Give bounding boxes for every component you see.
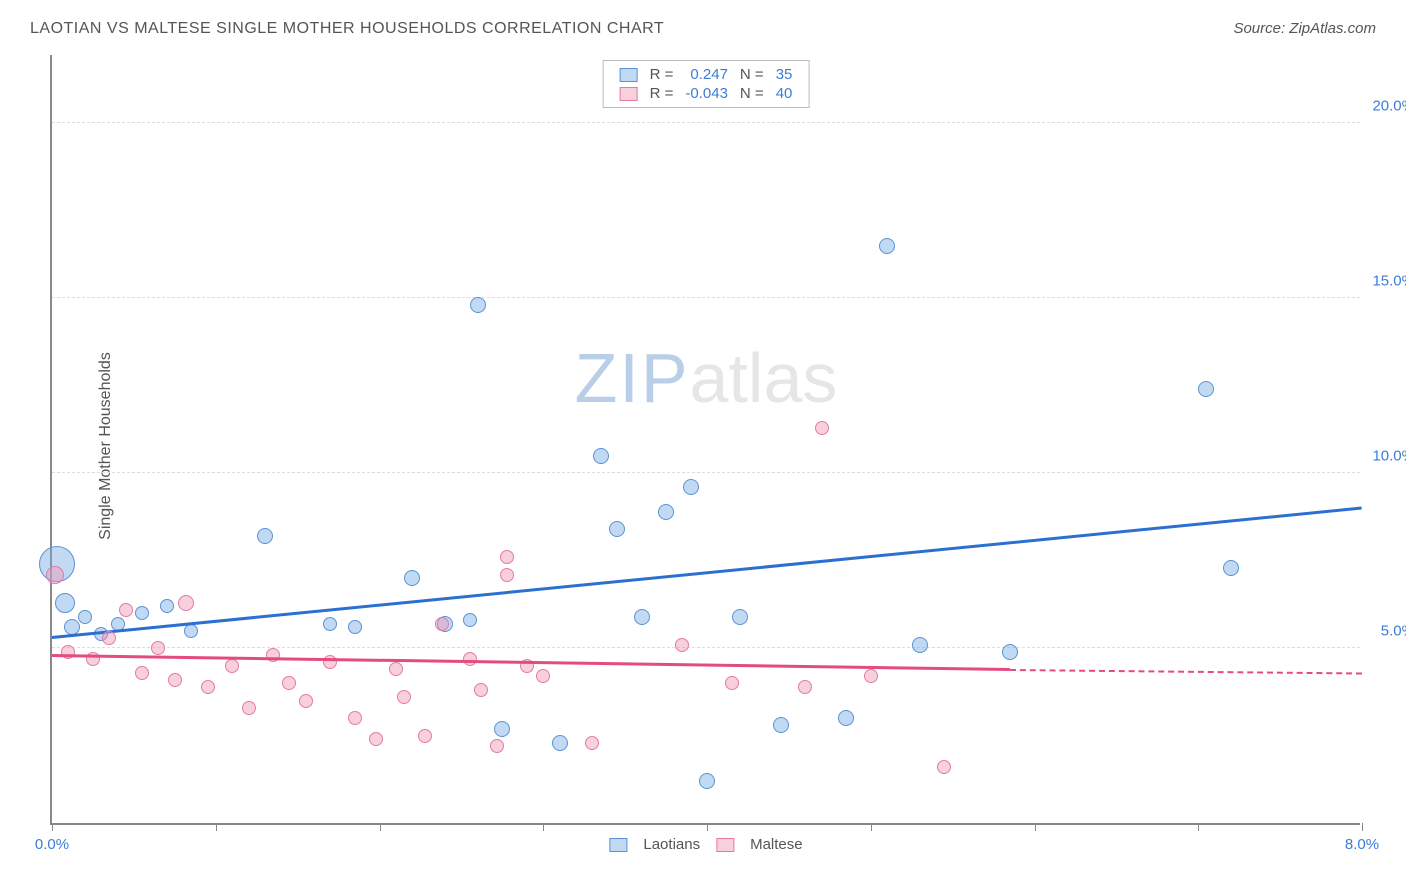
data-point	[1002, 644, 1018, 660]
data-point	[470, 297, 486, 313]
legend-row: R =-0.043N =40	[614, 84, 799, 103]
data-point	[864, 669, 878, 683]
data-point	[474, 683, 488, 697]
x-tick	[1362, 823, 1363, 831]
data-point	[658, 504, 674, 520]
x-tick	[52, 823, 53, 831]
data-point	[500, 568, 514, 582]
data-point	[815, 421, 829, 435]
gridline	[52, 297, 1360, 298]
x-tick	[380, 823, 381, 831]
x-tick	[871, 823, 872, 831]
legend-label: Maltese	[750, 836, 803, 853]
data-point	[55, 593, 75, 613]
data-point	[838, 710, 854, 726]
data-point	[585, 736, 599, 750]
x-tick	[216, 823, 217, 831]
source-attribution: Source: ZipAtlas.com	[1233, 20, 1376, 37]
correlation-legend: R =0.247N =35R =-0.043N =40	[603, 60, 810, 108]
data-point	[135, 606, 149, 620]
scatter-plot-area: ZIPatlas R =0.247N =35R =-0.043N =40 Lao…	[50, 55, 1360, 825]
data-point	[593, 448, 609, 464]
legend-row: R =0.247N =35	[614, 65, 799, 84]
data-point	[257, 528, 273, 544]
data-point	[536, 669, 550, 683]
data-point	[675, 638, 689, 652]
data-point	[773, 717, 789, 733]
data-point	[494, 721, 510, 737]
x-tick-label: 8.0%	[1345, 836, 1379, 853]
data-point	[912, 637, 928, 653]
legend-swatch	[609, 838, 627, 852]
gridline	[52, 472, 1360, 473]
y-tick-label: 10.0%	[1372, 448, 1406, 465]
data-point	[879, 238, 895, 254]
data-point	[798, 680, 812, 694]
trend-line	[52, 507, 1362, 639]
x-tick	[707, 823, 708, 831]
chart-title: LAOTIAN VS MALTESE SINGLE MOTHER HOUSEHO…	[30, 20, 664, 38]
data-point	[168, 673, 182, 687]
data-point	[463, 652, 477, 666]
data-point	[725, 676, 739, 690]
x-tick	[1035, 823, 1036, 831]
data-point	[435, 617, 449, 631]
data-point	[699, 773, 715, 789]
trend-line	[1010, 669, 1362, 674]
data-point	[282, 676, 296, 690]
y-tick-label: 20.0%	[1372, 98, 1406, 115]
data-point	[552, 735, 568, 751]
data-point	[119, 603, 133, 617]
data-point	[242, 701, 256, 715]
data-point	[418, 729, 432, 743]
x-tick	[543, 823, 544, 831]
data-point	[1198, 381, 1214, 397]
data-point	[201, 680, 215, 694]
data-point	[732, 609, 748, 625]
gridline	[52, 647, 1360, 648]
watermark: ZIPatlas	[575, 338, 838, 418]
data-point	[299, 694, 313, 708]
data-point	[463, 613, 477, 627]
data-point	[46, 566, 64, 584]
gridline	[52, 122, 1360, 123]
y-tick-label: 5.0%	[1381, 623, 1406, 640]
x-tick-label: 0.0%	[35, 836, 69, 853]
data-point	[135, 666, 149, 680]
data-point	[102, 631, 116, 645]
series-legend: Laotians Maltese	[601, 835, 810, 853]
x-tick	[1198, 823, 1199, 831]
data-point	[490, 739, 504, 753]
data-point	[500, 550, 514, 564]
data-point	[609, 521, 625, 537]
data-point	[178, 595, 194, 611]
data-point	[225, 659, 239, 673]
data-point	[323, 617, 337, 631]
data-point	[78, 610, 92, 624]
data-point	[160, 599, 174, 613]
data-point	[151, 641, 165, 655]
data-point	[404, 570, 420, 586]
legend-label: Laotians	[643, 836, 700, 853]
data-point	[683, 479, 699, 495]
data-point	[937, 760, 951, 774]
data-point	[348, 711, 362, 725]
data-point	[348, 620, 362, 634]
data-point	[389, 662, 403, 676]
y-tick-label: 15.0%	[1372, 273, 1406, 290]
data-point	[634, 609, 650, 625]
data-point	[1223, 560, 1239, 576]
data-point	[397, 690, 411, 704]
data-point	[369, 732, 383, 746]
legend-swatch	[716, 838, 734, 852]
